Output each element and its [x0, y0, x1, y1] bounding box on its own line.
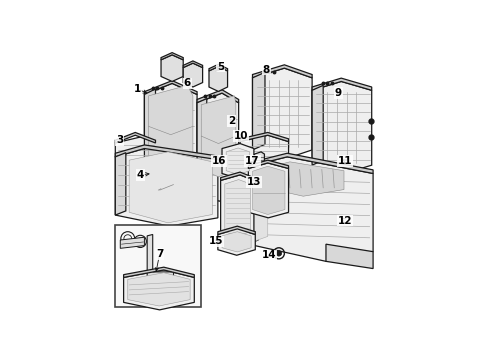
Text: 3: 3 [116, 135, 123, 145]
Polygon shape [248, 162, 258, 244]
Text: 6: 6 [184, 78, 191, 89]
Polygon shape [148, 85, 193, 135]
Polygon shape [129, 152, 212, 223]
Polygon shape [264, 162, 344, 196]
Polygon shape [128, 273, 190, 306]
Text: 5: 5 [217, 62, 224, 72]
Polygon shape [248, 153, 373, 174]
Polygon shape [123, 270, 195, 310]
Text: 8: 8 [263, 64, 270, 75]
Polygon shape [222, 144, 254, 179]
Polygon shape [148, 118, 193, 168]
Polygon shape [197, 99, 207, 193]
Text: 4: 4 [137, 170, 144, 180]
Polygon shape [225, 180, 250, 236]
Text: 11: 11 [338, 156, 353, 166]
Text: 2: 2 [228, 116, 235, 126]
Polygon shape [254, 166, 268, 242]
Text: 10: 10 [234, 131, 248, 141]
Polygon shape [209, 64, 227, 71]
Polygon shape [252, 68, 312, 159]
Polygon shape [252, 72, 265, 150]
Polygon shape [252, 65, 312, 78]
Text: 9: 9 [335, 88, 342, 98]
Polygon shape [248, 160, 289, 168]
Polygon shape [252, 166, 285, 215]
Text: 17: 17 [245, 156, 260, 166]
Text: 15: 15 [209, 237, 224, 246]
Polygon shape [209, 67, 227, 91]
Polygon shape [240, 132, 289, 141]
Polygon shape [145, 81, 197, 94]
Polygon shape [240, 135, 289, 166]
Polygon shape [115, 149, 218, 226]
Polygon shape [147, 234, 173, 278]
Polygon shape [115, 145, 218, 159]
Polygon shape [201, 96, 236, 144]
Polygon shape [326, 244, 373, 269]
Polygon shape [120, 237, 145, 248]
Text: 14: 14 [262, 250, 276, 260]
Polygon shape [197, 90, 239, 103]
Polygon shape [115, 136, 155, 164]
Polygon shape [222, 232, 251, 252]
Polygon shape [248, 163, 289, 218]
Polygon shape [254, 152, 265, 165]
Text: 7: 7 [156, 249, 163, 259]
Text: 1: 1 [134, 84, 141, 94]
Polygon shape [312, 81, 372, 174]
Polygon shape [312, 78, 372, 90]
Polygon shape [145, 89, 155, 185]
Polygon shape [115, 153, 126, 215]
Polygon shape [161, 53, 183, 60]
Polygon shape [220, 172, 254, 180]
Polygon shape [226, 148, 250, 175]
Polygon shape [183, 61, 203, 68]
Polygon shape [197, 93, 239, 201]
Polygon shape [145, 84, 197, 195]
Polygon shape [115, 132, 155, 143]
Text: 13: 13 [246, 177, 261, 187]
Polygon shape [201, 129, 236, 177]
Text: 12: 12 [338, 216, 353, 226]
Polygon shape [123, 267, 195, 278]
Polygon shape [183, 63, 203, 87]
Circle shape [276, 251, 282, 256]
Polygon shape [220, 175, 254, 240]
Polygon shape [312, 85, 323, 165]
Bar [115, 225, 201, 307]
Polygon shape [161, 55, 183, 81]
Text: 16: 16 [212, 156, 226, 166]
Polygon shape [248, 157, 373, 261]
Polygon shape [218, 226, 255, 234]
Polygon shape [218, 229, 255, 255]
